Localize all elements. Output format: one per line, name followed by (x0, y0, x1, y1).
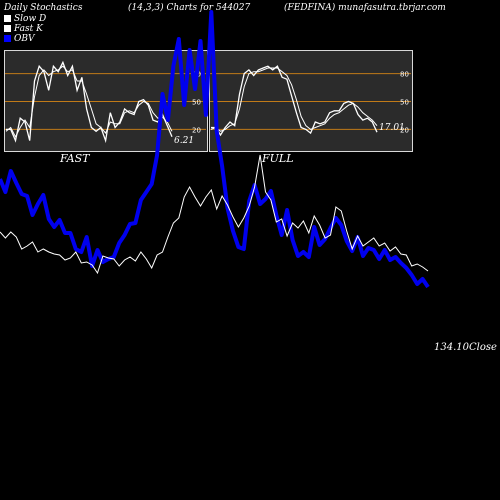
legend-obv: OBV (4, 34, 35, 44)
legend-label-obv: OBV (14, 34, 35, 44)
fast-slow-d-line (5, 65, 173, 138)
full-slow-d-line (210, 67, 378, 132)
price-line (0, 154, 429, 275)
chart-symbol: (FEDFINA) munafasutra.tbrjar.com (284, 3, 446, 13)
legend-fast-k: Fast K (4, 24, 43, 34)
fast-panel-label: FAST (60, 152, 90, 165)
chart-title: Daily Stochastics (4, 3, 83, 13)
full-value-label: 17.01 (379, 123, 405, 133)
fast-fast-k-line (6, 60, 173, 144)
full-panel-label: FULL (262, 152, 294, 165)
fast-level-50-label: 50 (192, 99, 201, 107)
full-level-50-label: 50 (400, 99, 409, 107)
legend-label-fast-k: Fast K (14, 24, 43, 34)
close-price-label: 134.10Close (434, 342, 497, 353)
chart-params: (14,3,3) Charts for 544027 (128, 3, 251, 13)
fast-level-20-label: 20 (192, 126, 201, 134)
legend-swatch-slow-d (4, 15, 11, 22)
full-level-80-label: 80 (400, 71, 409, 79)
legend-swatch-obv (4, 35, 11, 42)
full-fast-k-line (211, 65, 378, 137)
full-level-20-label: 20 (400, 126, 409, 134)
legend-swatch-fast-k (4, 25, 11, 32)
legend-label-slow-d: Slow D (14, 14, 47, 24)
fast-value-label: 6.21 (174, 136, 194, 146)
legend-slow-d: Slow D (4, 14, 46, 24)
